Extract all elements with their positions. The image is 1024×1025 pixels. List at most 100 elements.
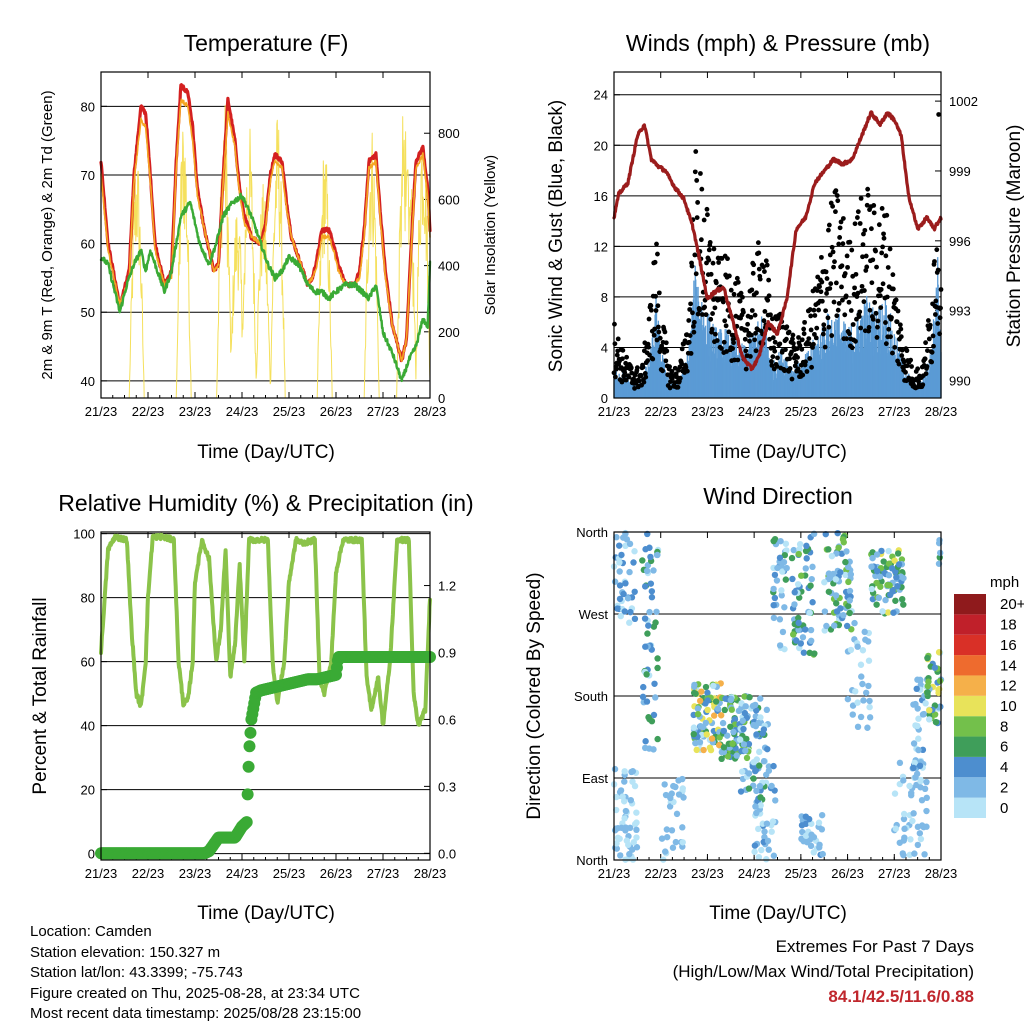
direction-point (728, 706, 736, 713)
direction-point (878, 547, 885, 555)
colorbar-label: 18 (1000, 617, 1017, 634)
direction-point (643, 698, 651, 705)
gust-point (789, 376, 795, 382)
gust-point (800, 372, 806, 378)
gust-point (745, 321, 751, 327)
direction-point (741, 709, 749, 717)
direction-point (832, 576, 840, 583)
direction-point (839, 536, 847, 543)
direction-point (806, 609, 814, 617)
gust-point (628, 365, 634, 371)
direction-point (627, 796, 635, 804)
gust-point (833, 209, 838, 215)
direction-point (917, 835, 925, 843)
winds-title: Winds (mph) & Pressure (mb) (626, 30, 930, 56)
gust-point (853, 338, 858, 344)
gust-point (734, 275, 740, 281)
direction-point (869, 554, 876, 562)
direction-point (825, 588, 833, 595)
gust-point (845, 264, 850, 270)
direction-point (781, 645, 788, 653)
gust-point (794, 346, 800, 352)
station-location: Location: Camden (30, 923, 152, 940)
gust-point (903, 369, 908, 375)
direction-point (629, 778, 636, 785)
colorbar-swatch (954, 634, 986, 656)
gust-point (698, 171, 703, 176)
gust-point (814, 325, 820, 331)
gust-point (931, 343, 936, 349)
gust-point (887, 246, 893, 252)
direction-point (802, 832, 810, 839)
gust-point (650, 356, 656, 362)
rh-ytick-label: 20 (81, 783, 95, 798)
speed-colorbar: mph 0 2 4 6 8 10 12 14 16 18 20+ (954, 574, 1024, 818)
direction-point (918, 796, 926, 804)
gust-point (925, 318, 931, 323)
gust-point (899, 353, 905, 358)
gust-point (691, 319, 697, 325)
gust-point (743, 348, 749, 354)
gust-point (749, 287, 755, 293)
direction-point (925, 716, 933, 723)
gust-point (831, 264, 836, 270)
gust-point (868, 226, 874, 232)
gust-point (651, 332, 657, 338)
direction-point (666, 803, 674, 810)
direction-point (935, 689, 942, 697)
temp-xtick-label: 21/23 (85, 404, 118, 419)
dir-xtick-label: 28/23 (925, 866, 958, 881)
dir-ytick-label: South (574, 689, 608, 704)
direction-point (888, 565, 896, 572)
direction-point (776, 554, 784, 562)
gust-point (640, 364, 646, 370)
direction-point (752, 803, 759, 810)
wind-xtick-label: 22/23 (644, 404, 677, 419)
gust-point (626, 374, 632, 380)
gust-point (752, 337, 758, 343)
gust-point (875, 318, 881, 324)
colorbar-label: 16 (1000, 637, 1017, 654)
direction-point (854, 699, 861, 706)
gust-point (688, 351, 694, 356)
direction-point (702, 683, 710, 691)
direction-point (623, 837, 631, 844)
gust-point (775, 355, 780, 361)
gust-point (766, 277, 772, 283)
gust-point (878, 305, 884, 310)
gust-point (679, 361, 685, 367)
direction-point (704, 697, 711, 704)
direction-point (740, 741, 748, 748)
colorbar-label: 10 (1000, 698, 1017, 715)
gust-point (754, 290, 759, 296)
gust-point (923, 340, 928, 346)
gust-point (792, 363, 798, 369)
direction-point (654, 664, 661, 672)
gust-point (932, 312, 938, 317)
precipitation-point (243, 740, 256, 753)
direction-point (621, 768, 628, 775)
rh-y2tick-label: 0.0 (438, 846, 456, 861)
gust-point (653, 293, 658, 299)
direction-point (818, 826, 826, 833)
temp-y2tick-label: 400 (438, 259, 460, 274)
direction-point (909, 817, 916, 825)
gust-point (864, 264, 870, 270)
latest-data-timestamp: Most recent data timestamp: 2025/08/28 2… (30, 1005, 362, 1022)
temp-y2tick-label: 200 (438, 325, 460, 340)
direction-point (721, 706, 728, 714)
direction-point (644, 562, 652, 569)
temp-ytick-label: 60 (81, 237, 95, 252)
gust-point (783, 347, 788, 353)
direction-point (654, 655, 661, 662)
direction-point (921, 851, 928, 858)
gust-point (665, 372, 671, 378)
direction-point (669, 844, 677, 851)
colorbar-label: 4 (1000, 759, 1008, 776)
gust-point (935, 267, 941, 273)
direction-point (774, 564, 781, 572)
direction-point (915, 746, 922, 754)
gust-point (854, 215, 860, 220)
gust-point (769, 359, 774, 364)
